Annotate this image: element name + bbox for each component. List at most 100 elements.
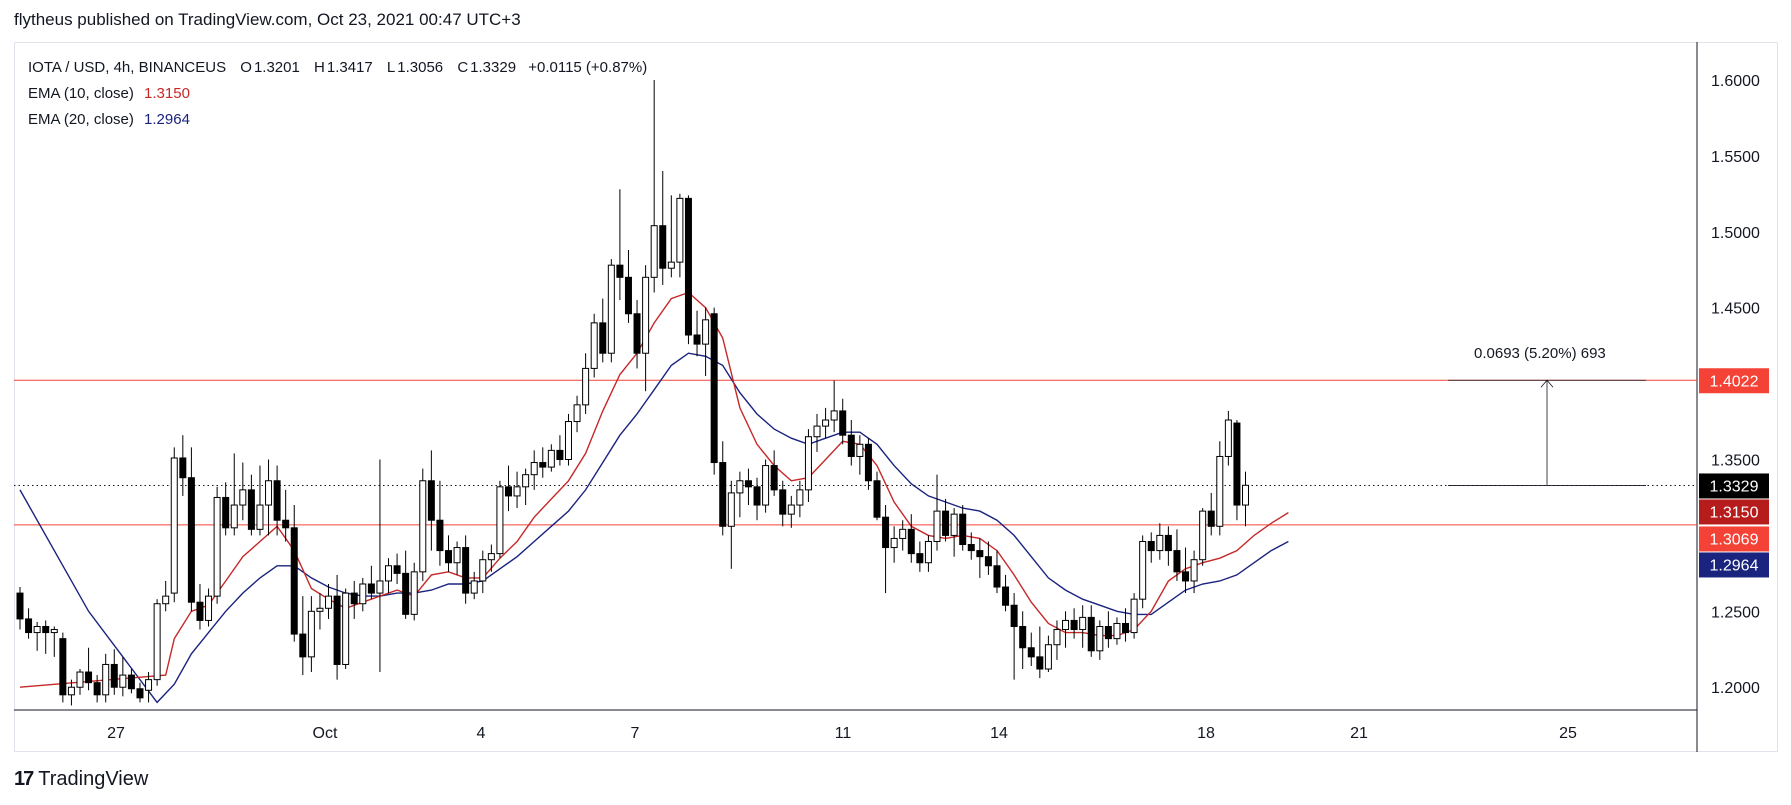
x-tick-label: 14 xyxy=(990,725,1008,742)
candle-up xyxy=(265,480,273,506)
publisher-credit: flytheus published on TradingView.com, O… xyxy=(14,10,521,29)
candle-down xyxy=(1002,586,1010,606)
candle-up xyxy=(307,610,315,658)
candle-up xyxy=(564,421,572,460)
candle-up xyxy=(1139,540,1147,600)
candle-up xyxy=(1113,622,1121,640)
candle-down xyxy=(16,592,24,620)
candle-up xyxy=(813,425,821,438)
candle-down xyxy=(556,449,564,460)
ema20-label: EMA (20, close) xyxy=(28,111,134,128)
price-badge-ema20 xyxy=(1699,552,1769,578)
candle-up xyxy=(607,264,615,354)
candle-up xyxy=(924,540,932,564)
candle-down xyxy=(427,480,435,521)
candle-up xyxy=(213,496,221,597)
candle-up xyxy=(787,504,795,515)
symbol-label[interactable]: IOTA / USD, 4h, BINANCEUS xyxy=(28,59,227,76)
ema10-legend-row[interactable]: EMA (10, close) 1.3150 xyxy=(28,81,647,107)
candle-down xyxy=(882,516,890,549)
candle-down xyxy=(976,550,984,558)
candle-down xyxy=(1087,616,1095,652)
x-tick-label: 21 xyxy=(1350,725,1368,742)
candle-down xyxy=(967,544,975,552)
candle-up xyxy=(419,480,427,573)
candle-down xyxy=(624,276,632,315)
candle-down xyxy=(719,462,727,527)
candle-down xyxy=(539,462,547,468)
candle-down xyxy=(1207,510,1215,527)
candle-up xyxy=(496,486,504,555)
candle-up xyxy=(256,504,264,530)
chart-legend: IOTA / USD, 4h, BINANCEUS O 1.3201 H 1.341… xyxy=(28,55,647,133)
price-badge-label: 1.3150 xyxy=(1710,504,1759,521)
y-tick-label: 1.5500 xyxy=(1711,149,1760,166)
candle-down xyxy=(187,477,195,603)
candle-down xyxy=(350,592,358,605)
candle-down xyxy=(907,528,915,555)
candle-up xyxy=(119,674,127,688)
candle-down xyxy=(1233,422,1241,506)
candle-down xyxy=(273,480,281,521)
candle-up xyxy=(1190,559,1198,582)
candle-up xyxy=(702,319,710,345)
candle-down xyxy=(1182,571,1190,582)
candle-down xyxy=(85,671,93,684)
low-value: 1.3056 xyxy=(397,59,444,76)
y-tick-label: 1.3500 xyxy=(1711,453,1760,470)
candle-down xyxy=(942,510,950,536)
candle-down xyxy=(25,618,33,634)
x-tick-label: 18 xyxy=(1197,725,1215,742)
ema20-legend-row[interactable]: EMA (20, close) 1.2964 xyxy=(28,107,647,133)
candle-down xyxy=(1173,550,1181,573)
candle-up xyxy=(676,197,684,263)
candle-up xyxy=(359,583,367,605)
candle-down xyxy=(633,313,641,354)
candle-up xyxy=(470,580,478,594)
candle-up xyxy=(342,592,350,665)
candle-down xyxy=(1147,540,1155,552)
candle-down xyxy=(462,547,470,594)
candle-up xyxy=(145,679,153,691)
x-tick-label: 11 xyxy=(835,725,852,742)
candle-down xyxy=(616,264,624,278)
candle-down xyxy=(1164,534,1172,552)
candle-up xyxy=(1156,534,1164,552)
candle-up xyxy=(727,492,735,527)
candle-down xyxy=(42,626,50,634)
candle-down xyxy=(333,595,341,665)
candle-up xyxy=(1242,484,1250,506)
candle-down xyxy=(779,489,787,515)
candle-down xyxy=(282,519,290,529)
candle-down xyxy=(693,334,701,345)
candle-down xyxy=(753,486,761,506)
candle-down xyxy=(864,443,872,482)
candle-up xyxy=(667,261,675,269)
price-badge-label: 1.3329 xyxy=(1710,478,1759,495)
candle-up xyxy=(804,436,812,491)
candle-up xyxy=(1216,455,1224,527)
candle-down xyxy=(196,601,204,621)
candle-down xyxy=(710,313,718,464)
high-value: 1.3417 xyxy=(326,59,373,76)
candle-up xyxy=(1053,629,1061,646)
candle-up xyxy=(1062,619,1070,631)
tradingview-logo[interactable]: 17 TradingView xyxy=(14,768,148,791)
candle-down xyxy=(299,633,307,658)
candle-down xyxy=(402,572,410,615)
high-label: H xyxy=(314,59,325,76)
candle-down xyxy=(247,489,255,530)
candle-up xyxy=(67,686,75,696)
candles-group xyxy=(16,79,1250,706)
candle-up xyxy=(762,465,770,506)
candle-up xyxy=(316,607,324,612)
close-value: 1.3329 xyxy=(470,59,517,76)
candle-down xyxy=(847,434,855,457)
candle-up xyxy=(590,322,598,369)
price-badge-label: 1.4022 xyxy=(1710,373,1759,390)
tradingview-logo-mark-icon: 17 xyxy=(14,768,34,790)
candle-up xyxy=(513,486,521,497)
candle-up xyxy=(76,671,84,688)
x-tick-label: Oct xyxy=(313,725,338,742)
